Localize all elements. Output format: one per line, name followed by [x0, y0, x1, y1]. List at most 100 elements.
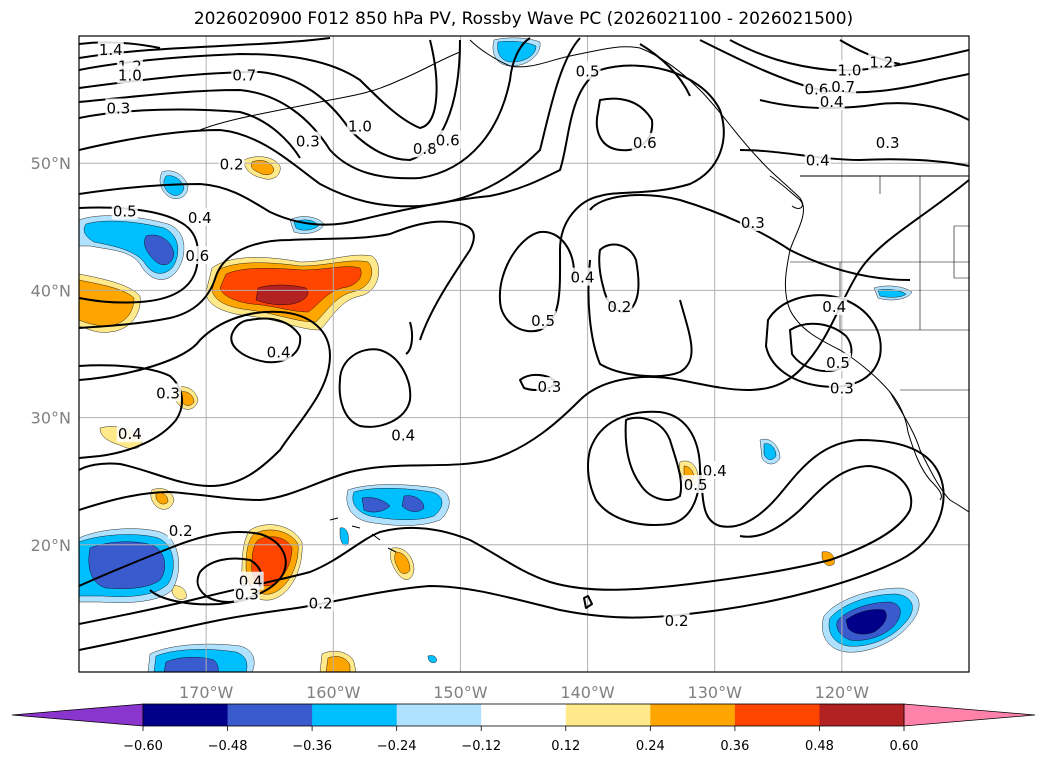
pv-contour	[739, 149, 969, 167]
colorbar-bin	[650, 704, 736, 726]
colorbar-bin	[312, 704, 398, 726]
map-frame	[78, 35, 970, 673]
pv-contour	[405, 321, 414, 355]
contour-label-bg	[294, 131, 321, 150]
colorbar-tick-label: −0.48	[208, 739, 248, 754]
lon-tick-label: 130°W	[688, 683, 743, 702]
pv-contour	[338, 348, 412, 428]
colorbar-bin	[565, 704, 651, 726]
pv-contour	[79, 64, 725, 226]
contour-label-bg	[233, 584, 260, 603]
contour-label-bg	[830, 76, 857, 95]
pv-contour	[79, 439, 945, 651]
pv-contour	[587, 259, 693, 378]
contour-label: 0.4	[267, 344, 291, 362]
colorbar-bin	[227, 704, 313, 726]
contour-label: 0.4	[188, 209, 212, 227]
contour-label-bg	[346, 116, 373, 135]
contour-label-bg	[631, 132, 658, 151]
colorbar: −0.60 −0.48 −0.36 −0.24 −0.12 0.12 0.24 0.36 0.4…	[11, 703, 1036, 754]
contour-label-bg	[536, 377, 563, 396]
contour-label-bg	[184, 246, 211, 265]
contour-label: 0.5	[576, 63, 600, 81]
contour-label: 0.7	[232, 66, 256, 84]
negative-patch	[401, 495, 425, 512]
aleutians	[199, 51, 461, 131]
contour-label-bg	[574, 61, 601, 80]
contour-label-bg	[663, 611, 690, 630]
contour-label-bg	[682, 475, 709, 494]
pv-contour	[624, 416, 682, 501]
contour-label-bg	[231, 65, 258, 84]
contour-label-bg	[111, 201, 138, 220]
contour-label: 0.2	[169, 522, 193, 540]
contour-label: 0.3	[235, 585, 259, 603]
contour-label: 0.3	[106, 100, 130, 118]
pv-contour	[498, 195, 601, 333]
contour-label: 0.4	[391, 426, 415, 444]
contour-label: 0.8	[413, 140, 437, 158]
pv-contour	[765, 294, 882, 388]
pv-contour	[79, 531, 287, 606]
pv-contour	[79, 206, 199, 304]
pv-contour	[759, 99, 969, 121]
contour-label-bg	[739, 212, 766, 231]
contour-label-bg	[97, 39, 124, 58]
baja-california	[889, 391, 943, 501]
contour-label-bg	[804, 150, 831, 169]
pv-contour	[79, 220, 475, 341]
coastlines	[199, 39, 969, 553]
contour-label: 0.2	[607, 298, 631, 316]
colorbar-bin	[819, 704, 905, 726]
map-panel: 1.41.21.00.70.31.00.30.80.60.20.50.61.01…	[79, 36, 969, 672]
hawaii-islands	[329, 517, 397, 553]
pv-contour	[79, 465, 913, 625]
contour-label-bg	[821, 296, 848, 315]
colorbar-bin	[143, 704, 229, 726]
colorbar-tick-label: 0.48	[805, 739, 834, 754]
contour-label: 0.3	[296, 133, 320, 151]
lat-tick-label: 50°N	[31, 154, 71, 173]
contour-label: 0.6	[185, 247, 209, 265]
positive-patch	[251, 160, 275, 175]
contour-label-bg	[836, 60, 863, 79]
colorbar-extend-high	[903, 703, 1036, 727]
pv-contour	[587, 410, 701, 526]
contour-label-bg	[606, 296, 633, 315]
contour-label-bg	[390, 425, 417, 444]
colorbar-bin	[734, 704, 820, 726]
pv-contour	[230, 317, 302, 364]
positive-patch	[325, 656, 351, 672]
positive-patch	[171, 585, 187, 600]
contour-label: 1.4	[99, 41, 123, 59]
longitude-labels: 170°W 160°W 150°W 140°W 130°W 120°W	[179, 683, 869, 702]
contour-label: 0.5	[826, 354, 850, 372]
contour-label-bg	[186, 207, 213, 226]
contour-label: 0.3	[876, 134, 900, 152]
contour-label-bg	[116, 65, 143, 84]
colorbar-tick-label: 0.12	[551, 739, 580, 754]
lon-tick-label: 150°W	[433, 683, 488, 702]
pv-contour	[79, 39, 438, 129]
pv-contour	[583, 595, 593, 609]
contour-label-bg	[569, 267, 596, 286]
contour-label: 0.4	[822, 298, 846, 316]
pv-contour	[79, 310, 331, 487]
lon-tick-label: 170°W	[179, 683, 234, 702]
latitude-labels: 50°N 40°N 30°N 20°N	[31, 154, 71, 555]
negative-patch	[877, 289, 907, 298]
contour-label-bg	[530, 310, 557, 329]
map-title: 2026020900 F012 850 hPa PV, Rossby Wave …	[193, 9, 854, 29]
contour-label-bg	[167, 520, 194, 539]
colorbar-tick-label: 0.36	[720, 739, 749, 754]
contour-label: 0.4	[806, 152, 830, 170]
colorbar-bin	[396, 704, 482, 726]
contour-label-bg	[825, 352, 852, 371]
contour-label: 0.3	[537, 378, 561, 396]
contour-label: 0.6	[633, 134, 657, 152]
pv-contour	[79, 179, 969, 511]
contour-label-bg	[307, 593, 334, 612]
negative-patch	[845, 609, 887, 635]
negative-patch	[339, 527, 349, 546]
positive-patch	[394, 551, 411, 574]
